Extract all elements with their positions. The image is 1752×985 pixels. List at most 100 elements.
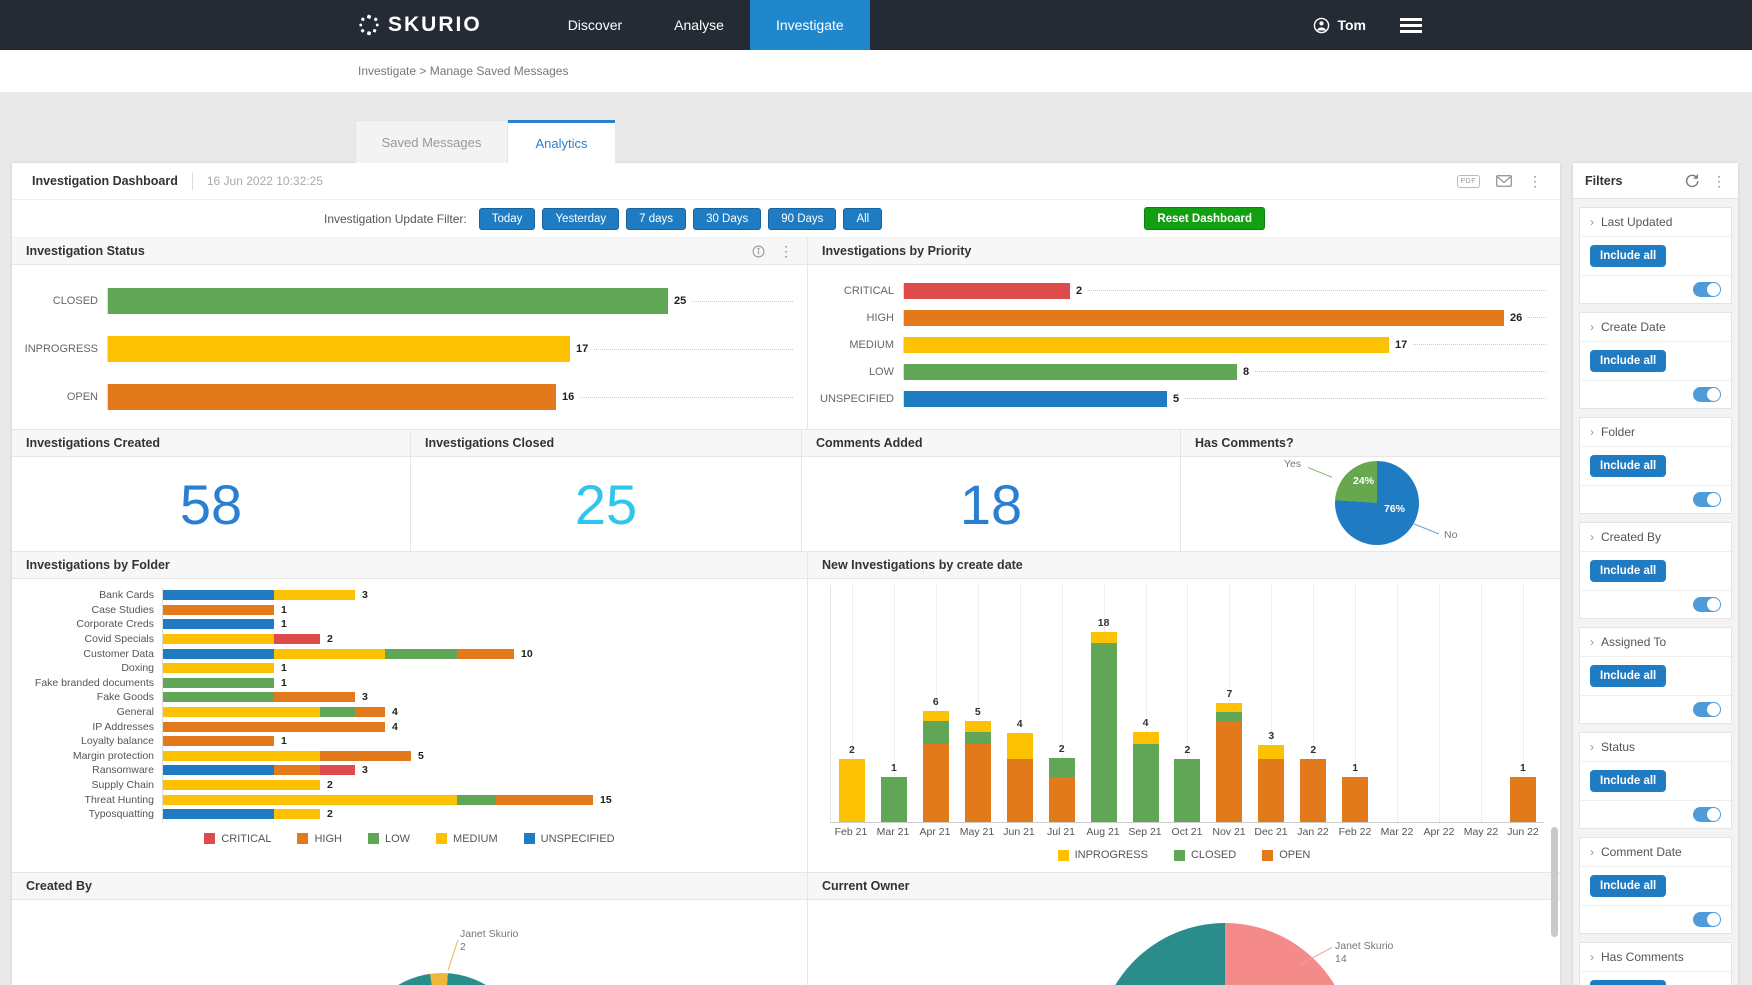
column-jun-22[interactable]: 1 [1509, 762, 1536, 822]
bar-segment-medium[interactable] [163, 750, 320, 761]
legend-item-high[interactable]: HIGH [297, 833, 342, 845]
toggle-switch[interactable] [1693, 282, 1721, 297]
toggle-switch[interactable] [1693, 492, 1721, 507]
column-segment-open[interactable] [922, 744, 949, 822]
kebab-menu-icon[interactable]: ⋮ [779, 243, 793, 259]
bar-segment-medium[interactable] [163, 663, 274, 674]
column-segment-closed[interactable] [1174, 759, 1201, 822]
column-nov-21[interactable]: 7 [1216, 688, 1243, 822]
column-jul-21[interactable]: 2 [1048, 743, 1075, 822]
bar-segment-low[interactable] [457, 794, 496, 805]
filter-group-header-folder[interactable]: › Folder [1580, 418, 1731, 447]
bar-segment-low[interactable] [163, 677, 274, 688]
toggle-switch[interactable] [1693, 807, 1721, 822]
column-feb-22[interactable]: 1 [1342, 762, 1369, 822]
refresh-icon[interactable] [1685, 173, 1699, 188]
user-menu[interactable]: Tom [1313, 17, 1366, 34]
tab-analytics[interactable]: Analytics [508, 120, 615, 163]
filter-group-header-assigned-to[interactable]: › Assigned To [1580, 628, 1731, 657]
brand-logo[interactable]: SKURIO [358, 0, 482, 50]
bar-segment-medium[interactable] [163, 707, 320, 718]
column-oct-21[interactable]: 2 [1174, 744, 1201, 822]
bar-segment-medium[interactable] [274, 809, 320, 820]
kebab-menu-icon[interactable]: ⋮ [1528, 173, 1542, 189]
bar-segment-high[interactable] [163, 604, 274, 615]
column-segment-open[interactable] [1006, 759, 1033, 822]
scrollbar-thumb[interactable] [1551, 827, 1558, 937]
column-apr-21[interactable]: 6 [922, 696, 949, 822]
bar-segment-unspecified[interactable] [163, 765, 274, 776]
toggle-switch[interactable] [1693, 387, 1721, 402]
bar-segment-high[interactable] [320, 750, 411, 761]
filter-group-header-status[interactable]: › Status [1580, 733, 1731, 762]
bar-low[interactable] [904, 363, 1237, 380]
column-segment-closed[interactable] [922, 721, 949, 744]
filter-group-header-create-date[interactable]: › Create Date [1580, 313, 1731, 342]
column-jun-21[interactable]: 4 [1006, 718, 1033, 822]
bar-inprogress[interactable] [108, 336, 570, 362]
filter-button-7-days[interactable]: 7 days [626, 207, 687, 230]
column-segment-closed[interactable] [1048, 758, 1075, 777]
column-segment-open[interactable] [1509, 777, 1536, 822]
info-icon[interactable] [752, 245, 765, 258]
column-segment-open[interactable] [1258, 759, 1285, 822]
column-segment-closed[interactable] [1090, 643, 1117, 822]
bar-unspecified[interactable] [904, 390, 1167, 407]
bar-segment-unspecified[interactable] [163, 648, 274, 659]
include-all-button[interactable]: Include all [1590, 875, 1667, 897]
bar-segment-high[interactable] [163, 736, 274, 747]
legend-item-open[interactable]: OPEN [1262, 849, 1310, 861]
bar-segment-medium[interactable] [274, 648, 385, 659]
column-feb-21[interactable]: 2 [838, 744, 865, 822]
bar-segment-low[interactable] [163, 692, 274, 703]
bar-segment-high[interactable] [274, 765, 320, 776]
hamburger-menu-icon[interactable] [1400, 17, 1422, 33]
column-segment-closed[interactable] [964, 732, 991, 744]
filter-button-today[interactable]: Today [478, 207, 536, 230]
column-segment-closed[interactable] [1132, 744, 1159, 822]
legend-item-closed[interactable]: CLOSED [1173, 849, 1236, 861]
bar-segment-medium[interactable] [163, 780, 320, 791]
column-segment-inprogress[interactable] [1258, 745, 1285, 759]
bar-segment-unspecified[interactable] [163, 590, 274, 601]
pie[interactable] [1335, 461, 1419, 545]
column-segment-open[interactable] [1342, 777, 1369, 822]
include-all-button[interactable]: Include all [1590, 770, 1667, 792]
column-segment-closed[interactable] [880, 777, 907, 822]
legend-item-inprogress[interactable]: INPROGRESS [1057, 849, 1148, 861]
reset-dashboard-button[interactable]: Reset Dashboard [1144, 207, 1265, 230]
pie[interactable] [356, 973, 528, 985]
kebab-menu-icon[interactable]: ⋮ [1712, 172, 1726, 189]
column-segment-inprogress[interactable] [1216, 703, 1243, 712]
include-all-button[interactable]: Include all [1590, 980, 1667, 985]
bar-segment-high[interactable] [355, 707, 385, 718]
column-segment-closed[interactable] [1216, 712, 1243, 722]
bar-segment-critical[interactable] [274, 634, 320, 645]
bar-segment-low[interactable] [385, 648, 457, 659]
bar-segment-high[interactable] [163, 721, 385, 732]
column-segment-inprogress[interactable] [1090, 632, 1117, 643]
legend-item-unspecified[interactable]: UNSPECIFIED [523, 833, 615, 845]
bar-segment-high[interactable] [496, 794, 593, 805]
bar-segment-critical[interactable] [320, 765, 355, 776]
bar-segment-unspecified[interactable] [163, 619, 274, 630]
column-aug-21[interactable]: 18 [1090, 617, 1117, 822]
column-segment-inprogress[interactable] [1006, 733, 1033, 759]
filter-button-yesterday[interactable]: Yesterday [542, 207, 620, 230]
bar-segment-high[interactable] [457, 648, 514, 659]
bar-critical[interactable] [904, 282, 1070, 299]
column-mar-21[interactable]: 1 [880, 762, 907, 822]
filter-group-header-comment-date[interactable]: › Comment Date [1580, 838, 1731, 867]
include-all-button[interactable]: Include all [1590, 350, 1667, 372]
column-dec-21[interactable]: 3 [1258, 730, 1285, 822]
bar-closed[interactable] [108, 288, 668, 314]
filter-button-90-days[interactable]: 90 Days [768, 207, 837, 230]
column-sep-21[interactable]: 4 [1132, 717, 1159, 822]
toggle-switch[interactable] [1693, 702, 1721, 717]
bar-segment-low[interactable] [320, 707, 355, 718]
bar-segment-high[interactable] [274, 692, 355, 703]
bar-segment-unspecified[interactable] [163, 809, 274, 820]
include-all-button[interactable]: Include all [1590, 560, 1667, 582]
bar-segment-medium[interactable] [274, 590, 355, 601]
bar-high[interactable] [904, 309, 1504, 326]
